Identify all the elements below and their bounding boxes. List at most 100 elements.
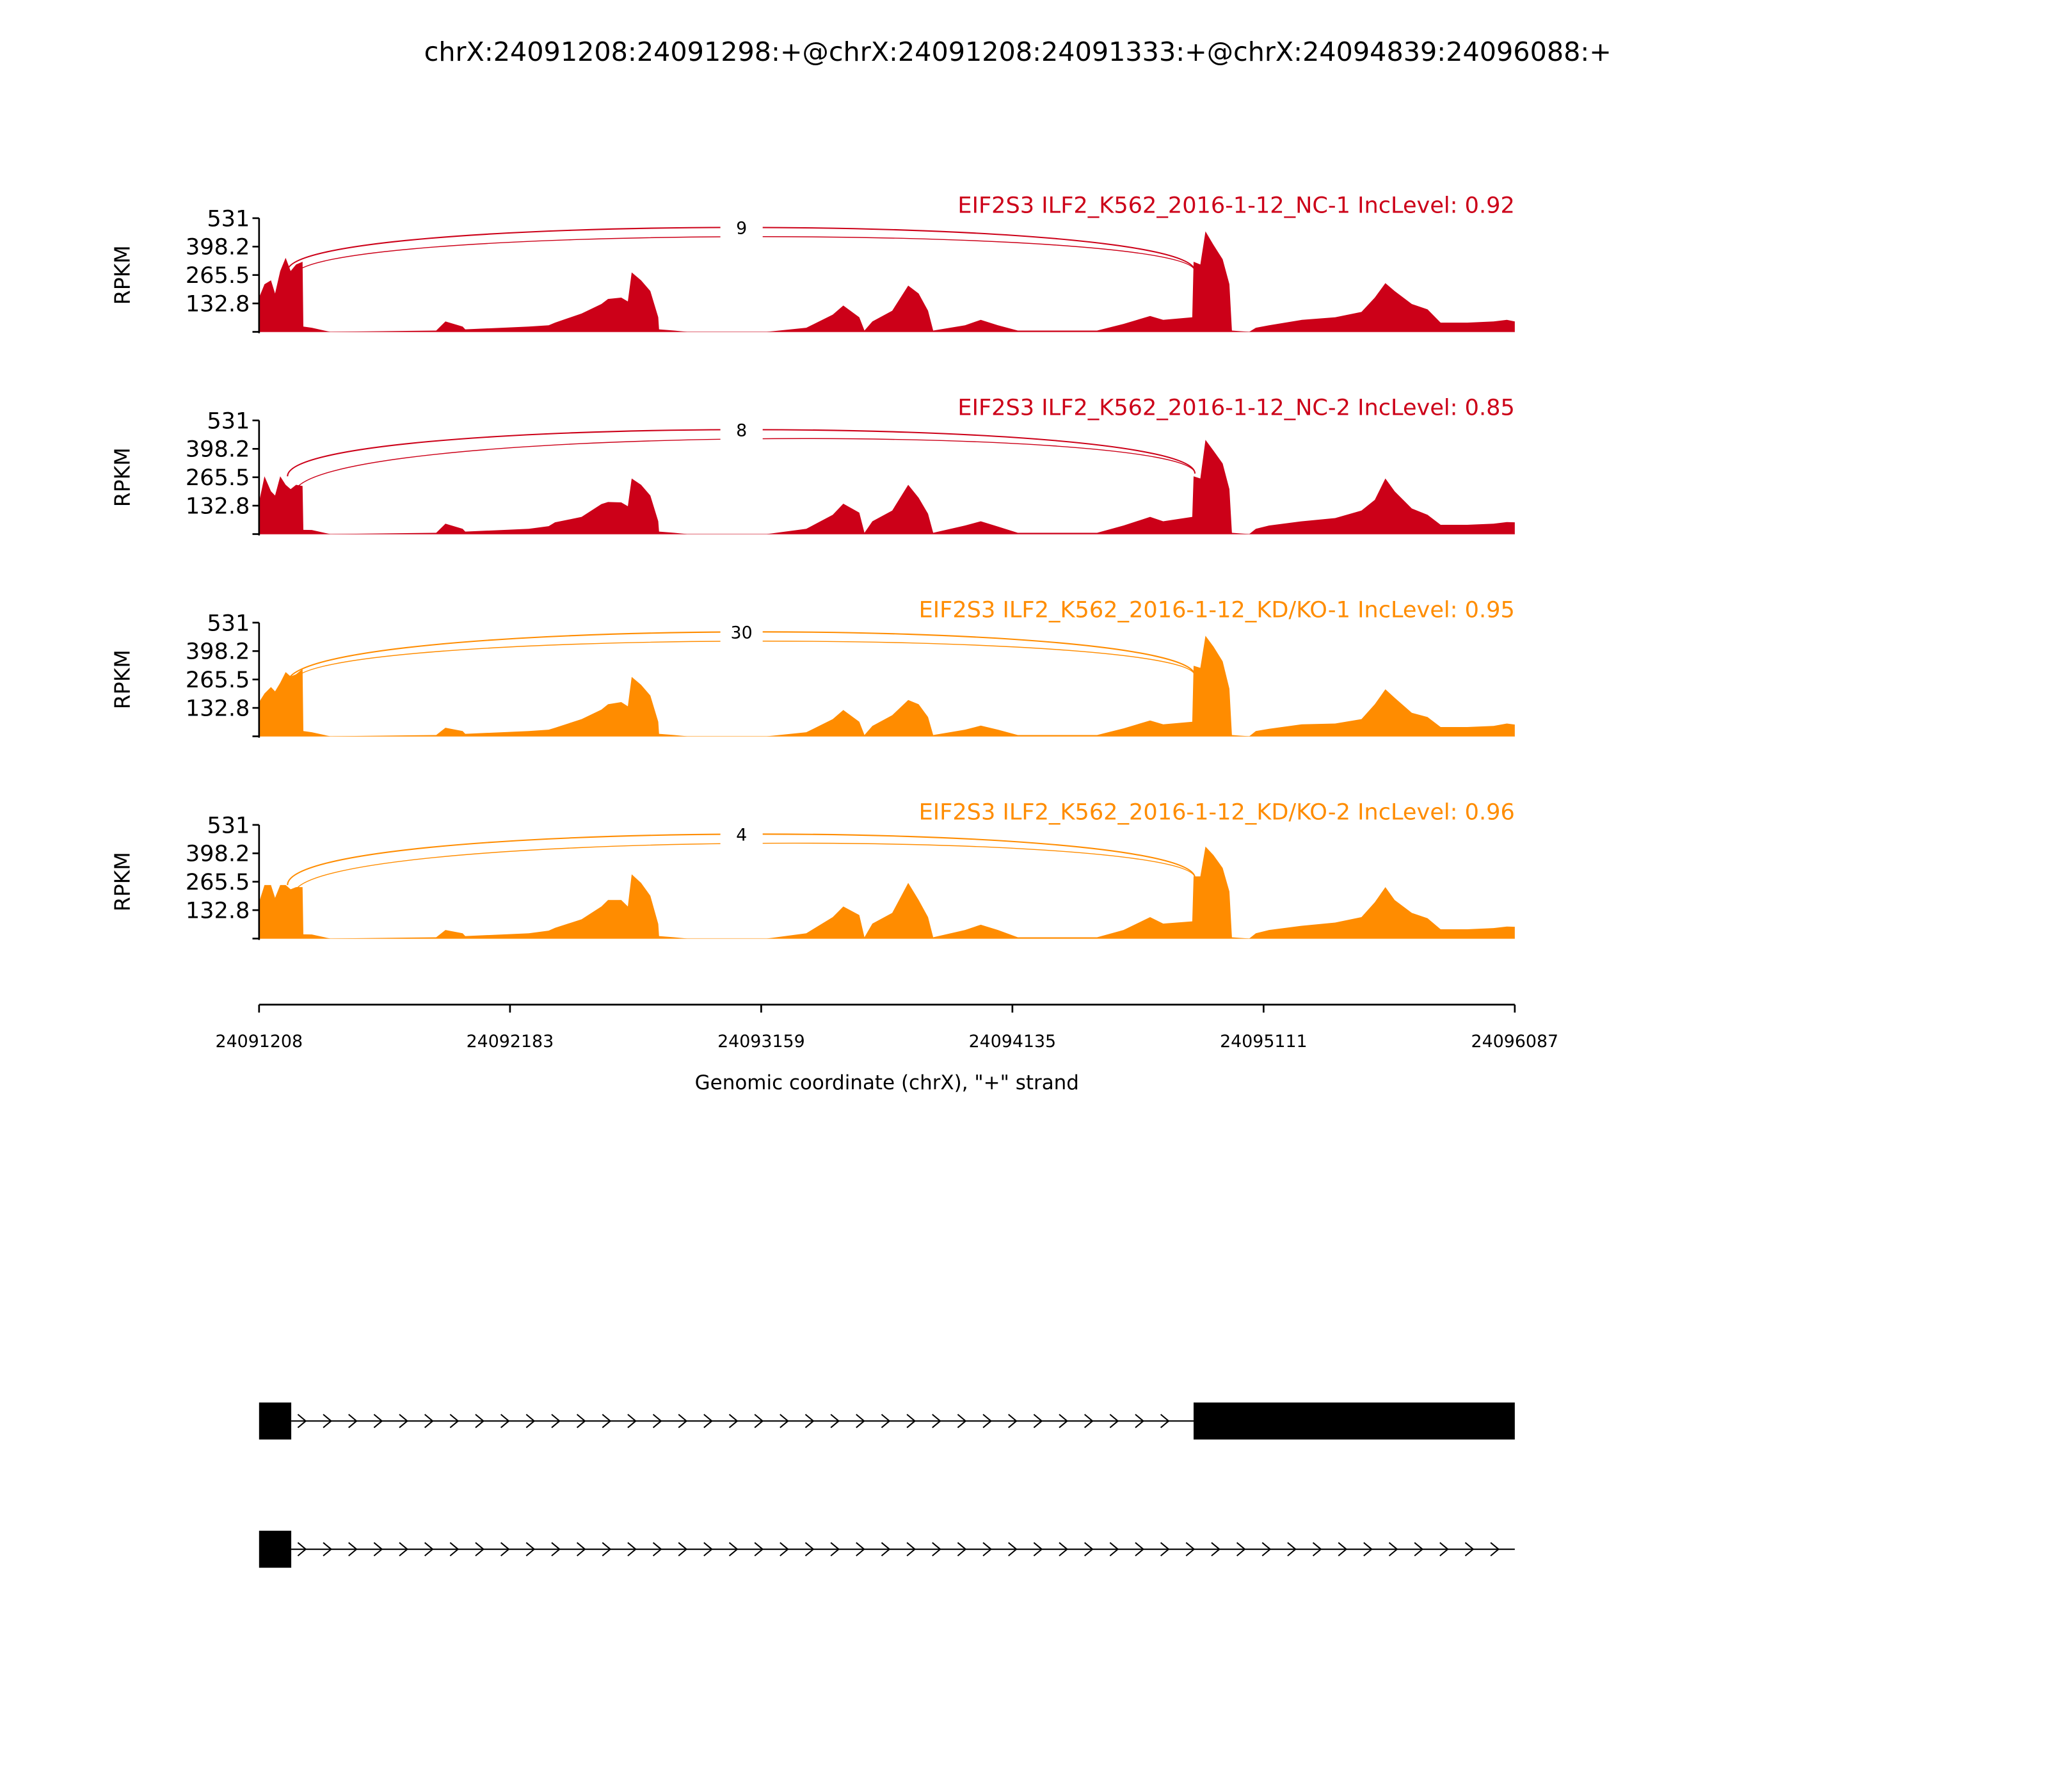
- strand-arrow-icon: [932, 1414, 941, 1428]
- strand-arrow-icon: [475, 1414, 484, 1428]
- y-tick-label: 132.8: [186, 695, 250, 721]
- y-tick-label: 531: [207, 812, 250, 838]
- junction-label-bg: [720, 823, 763, 845]
- junction-arc: [293, 641, 1196, 682]
- strand-arrow-icon: [627, 1414, 637, 1428]
- transcript: [259, 1402, 1515, 1440]
- strand-arrow-icon: [957, 1542, 967, 1556]
- strand-arrow-icon: [602, 1542, 612, 1556]
- x-tick-label: 24093159: [717, 1032, 805, 1052]
- junction-count-label: 9: [736, 219, 747, 239]
- sample-title: EIF2S3 ILF2_K562_2016-1-12_NC-1 IncLevel…: [957, 193, 1514, 219]
- x-tick-label: 24096087: [1471, 1032, 1559, 1052]
- strand-arrow-icon: [525, 1414, 536, 1428]
- strand-arrow-icon: [1312, 1542, 1322, 1556]
- y-tick-label: 265.5: [186, 262, 250, 289]
- strand-arrow-icon: [1033, 1414, 1043, 1428]
- strand-arrow-icon: [297, 1542, 307, 1556]
- strand-arrow-icon: [1338, 1542, 1348, 1556]
- strand-arrow-icon: [652, 1414, 662, 1428]
- strand-arrow-icon: [881, 1542, 891, 1556]
- sample-title: EIF2S3 ILF2_K562_2016-1-12_KD/KO-2 IncLe…: [919, 799, 1515, 826]
- strand-arrow-icon: [399, 1542, 409, 1556]
- y-axis-label: RPKM: [109, 447, 134, 507]
- strand-arrow-icon: [678, 1414, 688, 1428]
- y-tick-label: 132.8: [186, 291, 250, 317]
- strand-arrow-icon: [551, 1414, 561, 1428]
- junction-label-bg: [720, 621, 763, 643]
- strand-arrow-icon: [804, 1414, 815, 1428]
- x-tick-label: 24094135: [969, 1032, 1057, 1052]
- strand-arrow-icon: [551, 1542, 561, 1556]
- strand-arrow-icon: [1261, 1542, 1272, 1556]
- strand-arrow-icon: [627, 1542, 637, 1556]
- strand-arrow-icon: [1185, 1542, 1196, 1556]
- strand-arrow-icon: [373, 1542, 383, 1556]
- strand-arrow-icon: [754, 1542, 764, 1556]
- strand-arrow-icon: [728, 1414, 739, 1428]
- exon-block: [259, 1402, 292, 1440]
- strand-arrow-icon: [399, 1414, 409, 1428]
- strand-arrow-icon: [576, 1542, 586, 1556]
- strand-arrow-icon: [348, 1542, 358, 1556]
- junction-label-bg: [720, 419, 763, 440]
- strand-arrow-icon: [1008, 1542, 1018, 1556]
- strand-arrow-icon: [703, 1414, 713, 1428]
- y-tick-label: 398.2: [186, 639, 250, 665]
- sample-title: EIF2S3 ILF2_K562_2016-1-12_KD/KO-1 IncLe…: [919, 597, 1515, 623]
- strand-arrow-icon: [323, 1414, 333, 1428]
- strand-arrow-icon: [1033, 1542, 1043, 1556]
- junction-count-label: 30: [731, 623, 753, 643]
- strand-arrow-icon: [1109, 1414, 1119, 1428]
- strand-arrow-icon: [424, 1414, 434, 1428]
- strand-arrow-icon: [881, 1414, 891, 1428]
- strand-arrow-icon: [1439, 1542, 1449, 1556]
- junction-arc: [293, 236, 1196, 276]
- strand-arrow-icon: [297, 1414, 307, 1428]
- x-tick-label: 24092183: [467, 1032, 554, 1052]
- y-tick-label: 265.5: [186, 465, 250, 491]
- strand-arrow-icon: [652, 1542, 662, 1556]
- strand-arrow-icon: [780, 1542, 789, 1556]
- strand-arrow-icon: [982, 1414, 993, 1428]
- y-tick-label: 531: [207, 205, 250, 232]
- strand-arrow-icon: [830, 1414, 840, 1428]
- y-axis-label: RPKM: [109, 852, 134, 911]
- strand-arrow-icon: [856, 1414, 865, 1428]
- strand-arrow-icon: [780, 1414, 789, 1428]
- strand-arrow-icon: [906, 1414, 916, 1428]
- strand-arrow-icon: [1160, 1542, 1170, 1556]
- coverage-area: [259, 636, 1515, 737]
- junction-arc: [293, 842, 1196, 895]
- strand-arrow-icon: [906, 1542, 916, 1556]
- strand-arrow-icon: [1135, 1542, 1144, 1556]
- junction-count-label: 4: [736, 826, 747, 845]
- y-axis-label: RPKM: [109, 650, 134, 709]
- strand-arrow-icon: [830, 1542, 840, 1556]
- y-tick-label: 398.2: [186, 436, 250, 463]
- junction-label-bg: [720, 216, 763, 238]
- x-axis-label: Genomic coordinate (chrX), "+" strand: [695, 1071, 1079, 1094]
- y-tick-label: 132.8: [186, 897, 250, 924]
- strand-arrow-icon: [1059, 1414, 1069, 1428]
- strand-arrow-icon: [1414, 1542, 1424, 1556]
- strand-arrow-icon: [1363, 1542, 1373, 1556]
- coverage-area: [259, 231, 1515, 332]
- strand-arrow-icon: [424, 1542, 434, 1556]
- strand-arrow-icon: [1008, 1414, 1018, 1428]
- strand-arrow-icon: [1490, 1542, 1500, 1556]
- y-tick-label: 398.2: [186, 841, 250, 867]
- strand-arrow-icon: [323, 1542, 333, 1556]
- x-tick-label: 24091208: [216, 1032, 303, 1052]
- strand-arrow-icon: [525, 1542, 536, 1556]
- strand-arrow-icon: [500, 1414, 510, 1428]
- strand-arrow-icon: [373, 1414, 383, 1428]
- strand-arrow-icon: [957, 1414, 967, 1428]
- x-tick-label: 24095111: [1220, 1032, 1308, 1052]
- strand-arrow-icon: [804, 1542, 815, 1556]
- plot-title: chrX:24091208:24091298:+@chrX:24091208:2…: [424, 36, 1612, 67]
